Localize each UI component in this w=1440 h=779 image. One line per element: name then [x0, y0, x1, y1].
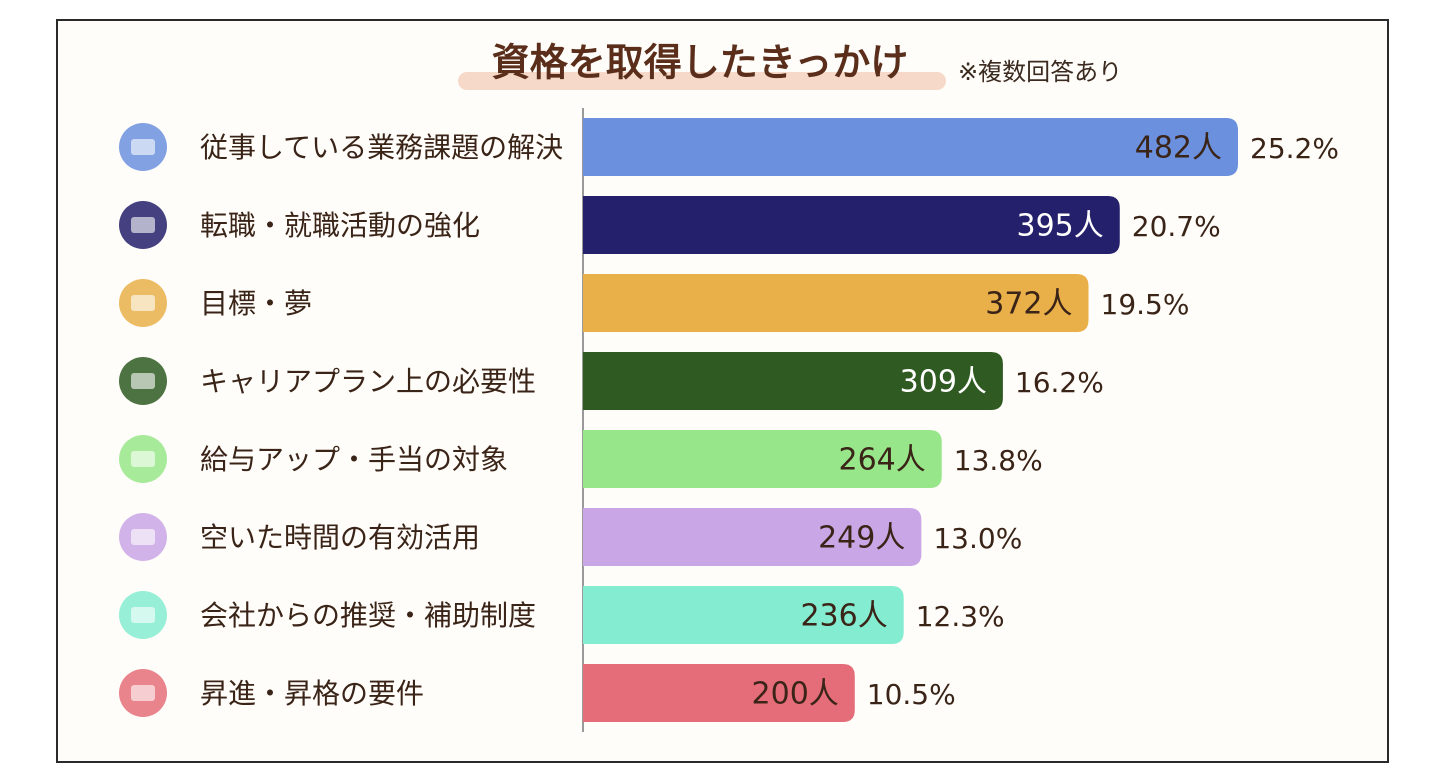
- share-label: 25.2%: [1250, 132, 1339, 165]
- category-label: キャリアプラン上の必要性: [200, 365, 536, 398]
- value-label: 482人: [1135, 131, 1222, 166]
- bar: [583, 196, 1120, 254]
- chart-title: 資格を取得したきっかけ: [492, 41, 908, 85]
- category-label: 空いた時間の有効活用: [200, 521, 480, 554]
- bar: [583, 508, 922, 566]
- value-label: 200人: [752, 677, 839, 712]
- category-icon-detail: [131, 451, 155, 467]
- value-label: 309人: [900, 365, 987, 400]
- title-highlight: [458, 72, 946, 90]
- category-icon-detail: [131, 139, 155, 155]
- category-icon-detail: [131, 685, 155, 701]
- share-label: 19.5%: [1101, 288, 1190, 321]
- value-label: 249人: [818, 521, 905, 556]
- chart-subtitle: ※複数回答あり: [958, 58, 1122, 86]
- category-icon-detail: [131, 295, 155, 311]
- share-label: 13.8%: [954, 444, 1043, 477]
- category-label: 転職・就職活動の強化: [200, 209, 480, 242]
- value-label: 236人: [800, 599, 887, 634]
- category-icon-detail: [131, 529, 155, 545]
- category-label: 昇進・昇格の要件: [200, 677, 424, 710]
- bar: [583, 352, 1003, 410]
- category-label: 給与アップ・手当の対象: [200, 443, 508, 476]
- category-label: 目標・夢: [200, 287, 312, 320]
- category-icon-detail: [131, 217, 155, 233]
- category-label: 会社からの推奨・補助制度: [200, 599, 536, 632]
- bar: [583, 118, 1238, 176]
- category-icon-detail: [131, 373, 155, 389]
- bar: [583, 586, 904, 644]
- share-label: 16.2%: [1015, 366, 1104, 399]
- value-label: 264人: [838, 443, 925, 478]
- share-label: 10.5%: [867, 678, 956, 711]
- bar: [583, 664, 855, 722]
- category-icon-detail: [131, 607, 155, 623]
- share-label: 20.7%: [1132, 210, 1221, 243]
- share-label: 13.0%: [933, 522, 1022, 555]
- bar: [583, 274, 1089, 332]
- value-label: 395人: [1017, 209, 1104, 244]
- category-label: 従事している業務課題の解決: [200, 131, 563, 164]
- bar: [583, 430, 942, 488]
- value-label: 372人: [985, 287, 1072, 322]
- share-label: 12.3%: [916, 600, 1005, 633]
